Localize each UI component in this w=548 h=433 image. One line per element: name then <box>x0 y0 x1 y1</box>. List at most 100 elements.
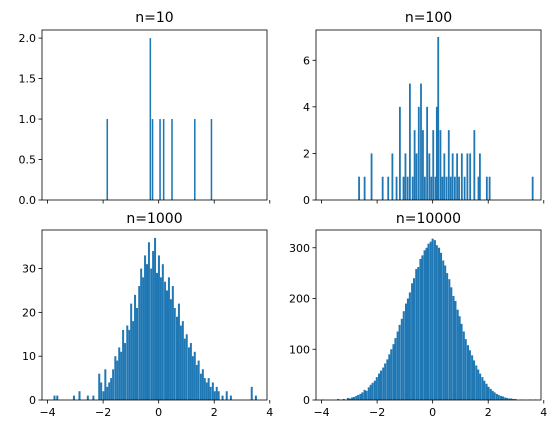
histogram-bar <box>404 153 407 200</box>
histogram-bar <box>398 106 401 200</box>
x-tick-label: −4 <box>39 406 55 419</box>
histogram-bar <box>118 347 121 400</box>
y-tick-label: 100 <box>289 343 310 356</box>
histogram-bar <box>452 295 455 400</box>
histogram-bar <box>161 264 164 400</box>
histogram-bar <box>415 153 418 200</box>
x-tick-label: 0 <box>429 406 436 419</box>
x-tick-label: 0 <box>155 406 162 419</box>
histogram-bar <box>387 176 390 200</box>
histogram-bar <box>422 130 424 200</box>
histogram-bar <box>197 360 200 400</box>
histogram-bar <box>421 255 424 400</box>
histogram-bar <box>466 153 469 200</box>
histogram-bar <box>355 395 358 400</box>
histogram-bar <box>346 397 349 400</box>
histogram-bar <box>388 354 391 400</box>
histogram-bar <box>429 241 432 400</box>
histogram-bar <box>152 251 155 400</box>
histogram-bar <box>56 395 59 400</box>
histogram-bar <box>451 153 454 200</box>
histogram-bar <box>463 176 466 200</box>
histogram-bar <box>126 325 129 400</box>
histogram-bar <box>450 287 453 400</box>
histogram-bar <box>454 301 457 400</box>
histogram-bar <box>72 395 75 400</box>
histogram-bar <box>136 307 138 400</box>
histogram-bar <box>379 370 383 400</box>
histogram-bar <box>146 264 148 400</box>
histogram-bar <box>456 153 459 200</box>
histogram-bar <box>437 36 440 200</box>
histogram-bar <box>159 119 161 200</box>
histogram-bar <box>508 398 511 400</box>
histogram-bar <box>130 303 133 400</box>
histogram-bar <box>210 119 213 200</box>
histogram-bar <box>413 278 416 400</box>
axes-frame <box>315 29 542 201</box>
histogram-bar <box>382 367 385 400</box>
histogram-bar <box>430 176 433 200</box>
histogram-bar <box>53 395 56 400</box>
histogram-bar <box>357 394 360 400</box>
subplot-n100: n=100 0 2 4 6 <box>303 10 545 207</box>
histogram-bar <box>337 398 340 400</box>
histogram-bar <box>195 364 198 400</box>
histogram-bar <box>431 238 434 400</box>
histogram-bar <box>448 279 451 400</box>
histogram-bar <box>411 176 414 200</box>
histogram-bar <box>187 347 190 400</box>
histogram-bar <box>138 286 141 400</box>
histogram-bar <box>106 119 109 200</box>
histogram-bar <box>404 303 408 400</box>
histogram-bar <box>207 378 210 400</box>
histogram-bar <box>485 383 488 400</box>
histogram-bar <box>122 329 125 400</box>
histogram-bar <box>132 321 135 400</box>
histogram-bar <box>390 349 393 400</box>
histogram-bar <box>464 339 467 400</box>
y-tick-label: 0 <box>29 394 36 407</box>
histogram-bar <box>194 119 196 200</box>
histogram-bar <box>384 363 387 400</box>
histogram-bar <box>477 176 480 200</box>
histogram-bar <box>162 119 165 200</box>
histogram-bar <box>120 351 123 400</box>
bar-series <box>106 38 213 200</box>
histogram-bar <box>473 360 476 400</box>
histogram-bar <box>497 394 500 400</box>
axes-frame <box>315 229 542 401</box>
histogram-bar <box>479 373 482 400</box>
histogram-bar <box>191 356 194 400</box>
histogram-bar <box>456 309 459 400</box>
histogram-bar <box>363 176 366 200</box>
histogram-bar <box>423 176 426 200</box>
axes-frame <box>41 29 268 201</box>
histogram-bar <box>506 397 509 400</box>
histogram-bar <box>156 272 158 400</box>
histogram-bar <box>104 369 107 400</box>
x-tick-label: 2 <box>211 406 218 419</box>
y-tick-label: 0 <box>303 394 310 407</box>
histogram-bar <box>435 245 438 400</box>
histogram-bar <box>458 316 461 400</box>
histogram-bar <box>250 386 253 400</box>
histogram-bar <box>189 343 192 400</box>
histogram-bar <box>167 277 170 400</box>
histogram-bar <box>438 247 441 400</box>
histogram-bar <box>149 38 152 200</box>
histogram-bar <box>342 398 345 400</box>
histogram-bar <box>478 153 481 200</box>
histogram-bar <box>106 386 109 400</box>
histogram-bar <box>367 387 370 400</box>
histogram-bar <box>124 343 127 400</box>
histogram-bar <box>205 382 208 400</box>
histogram-bar <box>229 395 232 400</box>
histogram-bar <box>359 393 362 400</box>
histogram-bar <box>173 307 176 400</box>
histogram-bar <box>150 268 153 400</box>
histogram-bar <box>411 283 414 400</box>
histogram-bar <box>221 395 224 400</box>
histogram-bar <box>491 390 494 400</box>
histogram-bar <box>140 268 143 400</box>
